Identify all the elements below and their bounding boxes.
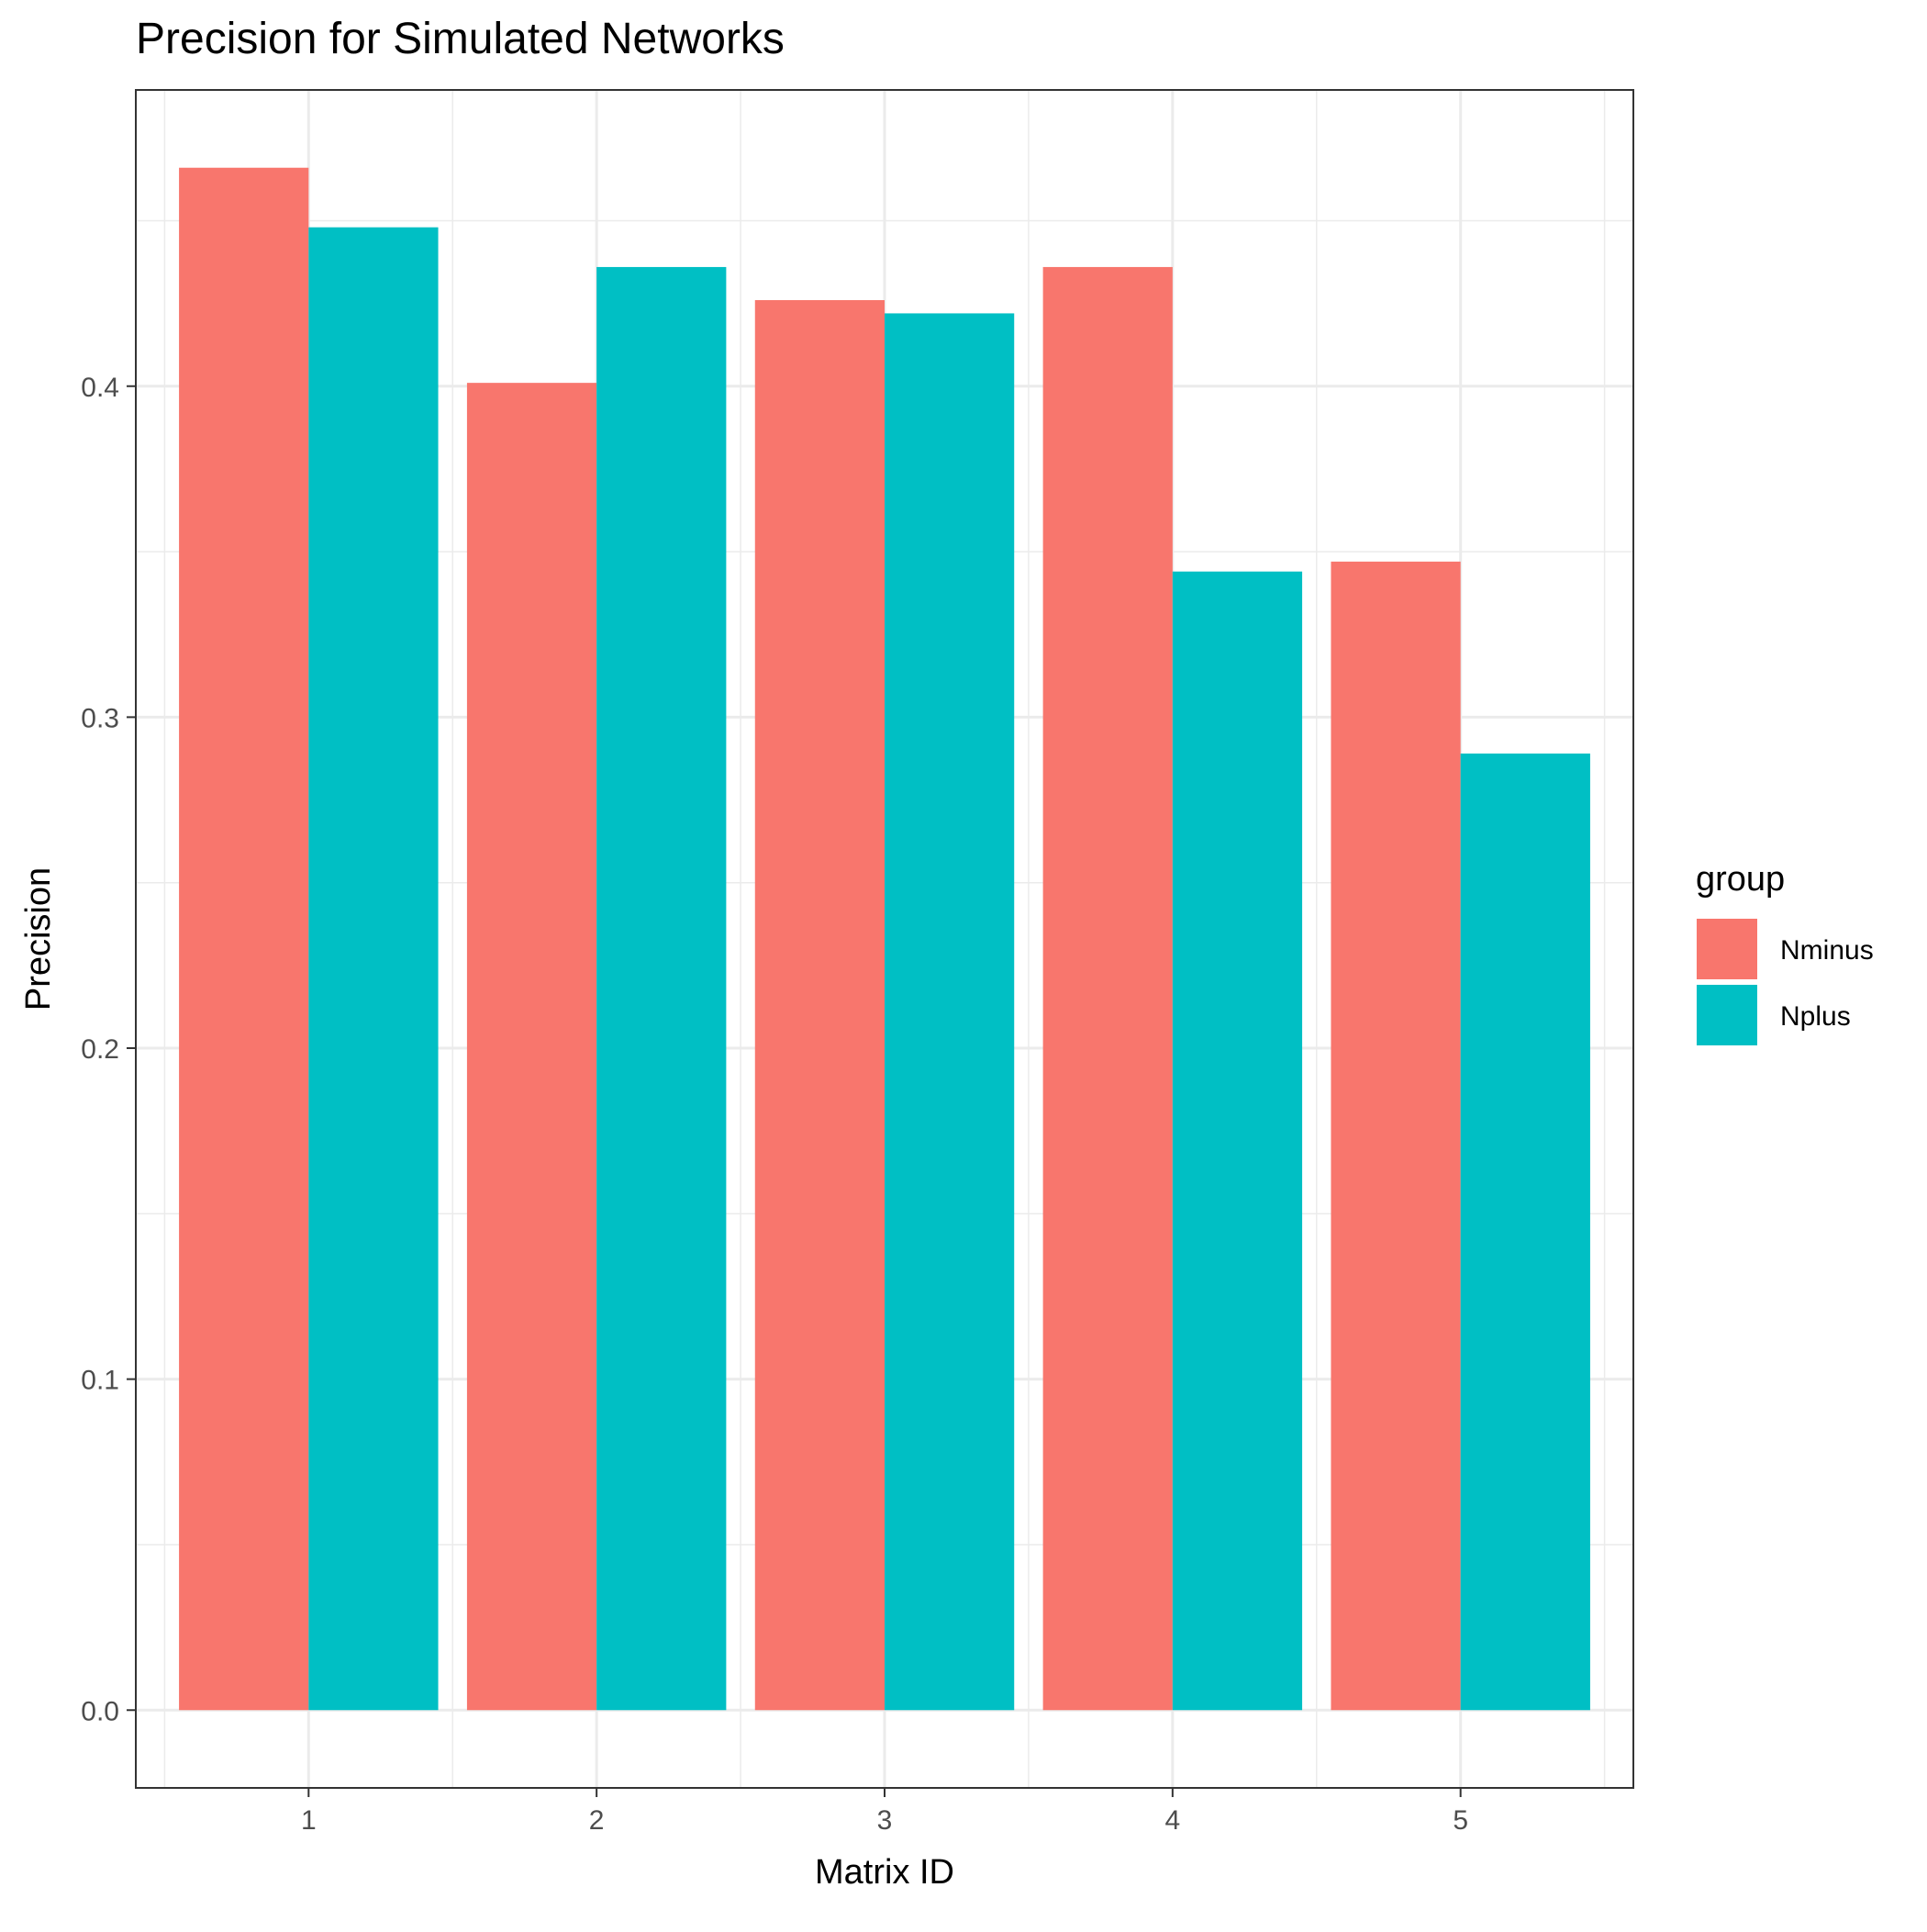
bars-layer bbox=[179, 167, 1590, 1711]
legend-label-nminus: Nminus bbox=[1780, 935, 1874, 966]
bar-nplus-3 bbox=[885, 313, 1015, 1711]
bar-nminus-1 bbox=[179, 167, 309, 1711]
legend: group Nminus Nplus bbox=[1695, 860, 1874, 1047]
legend-title: group bbox=[1696, 860, 1785, 899]
legend-label-nplus: Nplus bbox=[1780, 1001, 1851, 1032]
x-tick-label: 4 bbox=[1165, 1805, 1181, 1836]
y-tick-label: 0.3 bbox=[81, 703, 119, 733]
bar-nplus-1 bbox=[308, 227, 439, 1711]
y-axis-title: Precision bbox=[19, 867, 58, 1011]
bar-nminus-3 bbox=[754, 299, 885, 1711]
y-tick-label: 0.0 bbox=[81, 1696, 119, 1726]
x-tick-label: 2 bbox=[589, 1805, 605, 1836]
bar-nplus-2 bbox=[596, 266, 727, 1711]
y-tick-label: 0.1 bbox=[81, 1366, 119, 1396]
bar-nminus-5 bbox=[1331, 561, 1461, 1711]
axis-layer: 0.0 0.1 0.2 0.3 0.4 1 2 3 4 5 bbox=[81, 373, 1468, 1836]
bar-nplus-4 bbox=[1172, 571, 1303, 1711]
y-tick-label: 0.2 bbox=[81, 1034, 119, 1065]
x-tick-label: 3 bbox=[877, 1805, 893, 1836]
legend-key-nplus bbox=[1695, 983, 1759, 1047]
x-axis-title: Matrix ID bbox=[815, 1853, 954, 1892]
x-tick-label: 5 bbox=[1453, 1805, 1468, 1836]
bar-nminus-2 bbox=[466, 383, 597, 1711]
legend-key-nminus bbox=[1695, 917, 1759, 981]
x-tick-label: 1 bbox=[301, 1805, 317, 1836]
bar-nplus-5 bbox=[1460, 754, 1590, 1711]
bar-nminus-4 bbox=[1042, 266, 1173, 1711]
y-tick-label: 0.4 bbox=[81, 373, 119, 403]
legend-items: Nminus Nplus bbox=[1695, 917, 1874, 1047]
chart-title: Precision for Simulated Networks bbox=[136, 15, 785, 63]
